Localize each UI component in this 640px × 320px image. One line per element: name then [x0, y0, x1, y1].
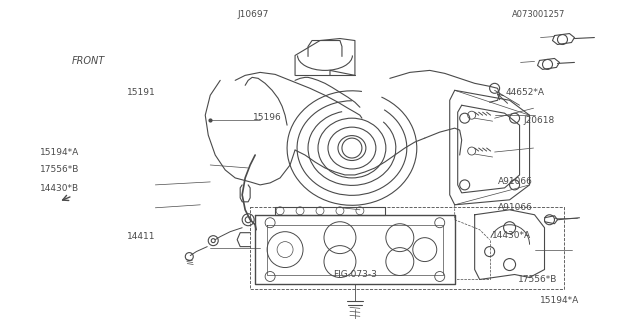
Text: 14430*B: 14430*B: [40, 184, 79, 193]
Text: A91066: A91066: [497, 177, 532, 186]
Text: 15194*A: 15194*A: [40, 148, 79, 156]
Text: J20618: J20618: [523, 116, 554, 125]
Text: FIG.073-3: FIG.073-3: [333, 270, 377, 279]
Text: FRONT: FRONT: [72, 56, 106, 66]
Text: 14430*A: 14430*A: [492, 231, 532, 240]
Text: 14411: 14411: [127, 232, 155, 241]
Text: J10697: J10697: [237, 10, 268, 19]
Text: 17556*B: 17556*B: [518, 275, 557, 284]
Text: 44652*A: 44652*A: [505, 88, 544, 97]
Text: 17556*B: 17556*B: [40, 165, 79, 174]
Text: A91066: A91066: [497, 203, 532, 212]
Text: 15194*A: 15194*A: [540, 296, 580, 305]
Text: 15191: 15191: [127, 88, 156, 97]
Text: 15196: 15196: [253, 114, 282, 123]
Text: A073001257: A073001257: [511, 10, 565, 19]
